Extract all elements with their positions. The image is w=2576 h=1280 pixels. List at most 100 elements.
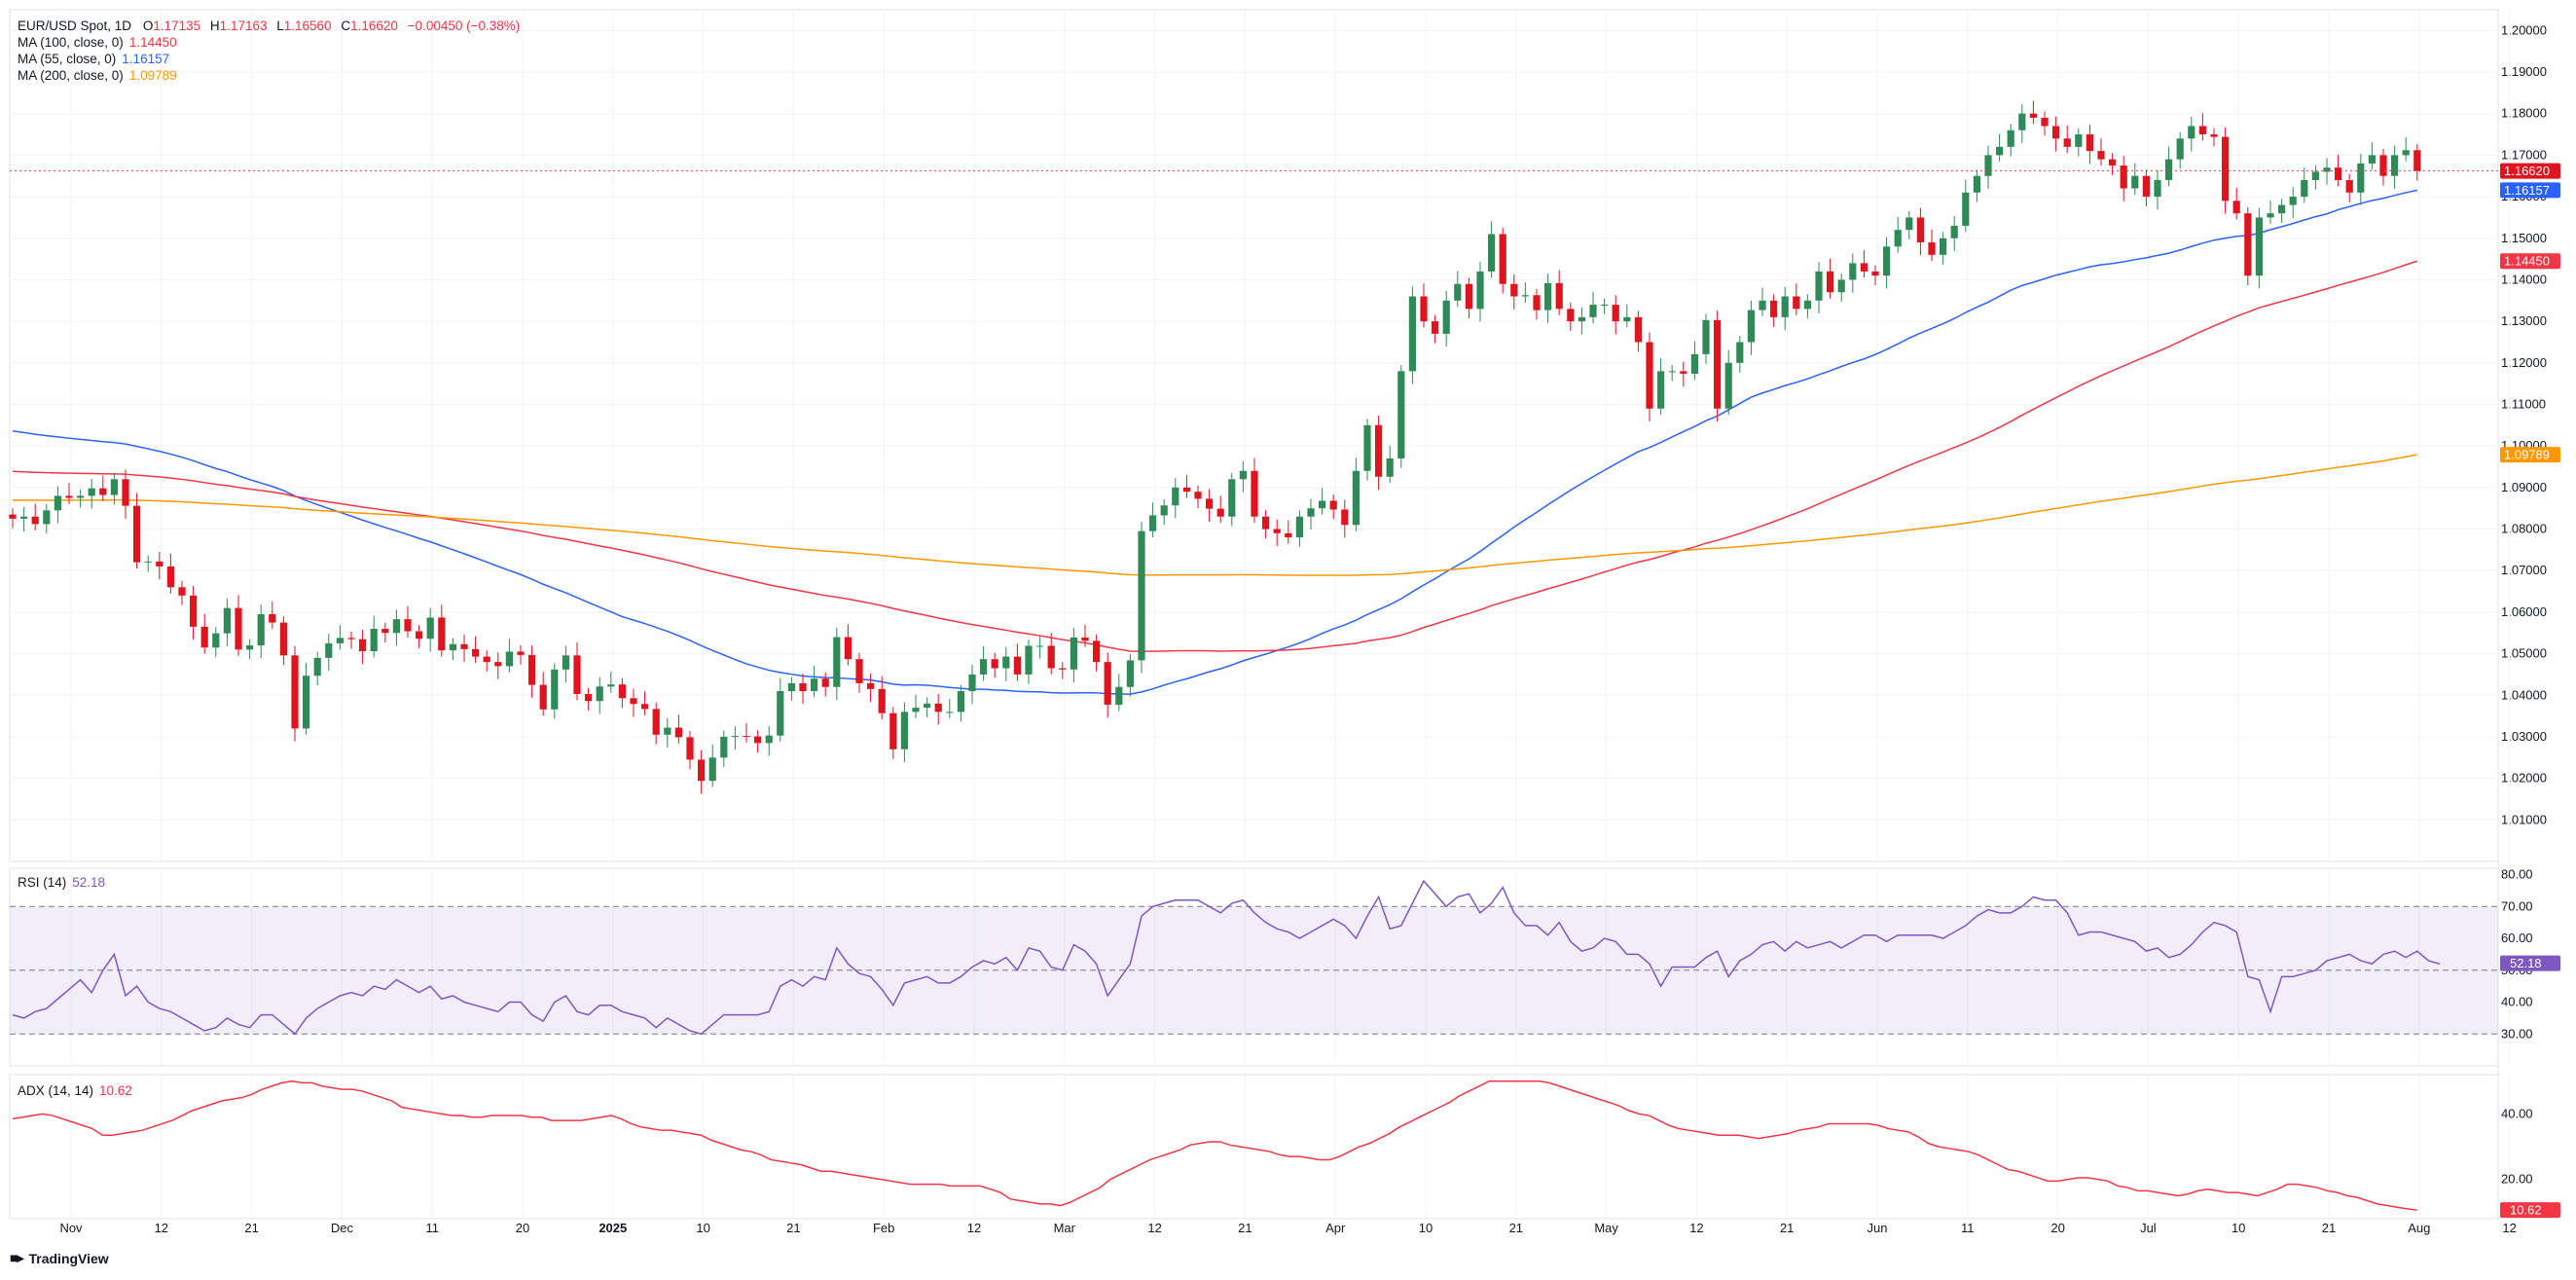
price-tick-label: 1.02000 [2501,771,2547,786]
candle-body [1623,316,1631,322]
candle-body [1578,316,1585,322]
candle [212,627,220,657]
candle [370,615,378,658]
candle-body [539,684,547,710]
low-key: L [276,18,284,33]
candle-body [505,651,513,667]
price-pane [9,9,2499,862]
candle-body [878,688,886,713]
candle [2255,207,2263,289]
candle [472,636,480,663]
candle-body [257,614,265,646]
candle-body [1454,283,1462,301]
candle [144,555,152,572]
price-tick-label: 1.14000 [2501,272,2547,286]
candle-body [1905,217,1913,231]
candle-body [1093,640,1101,663]
candle [1962,179,1970,233]
candle-body [347,638,355,640]
candle [1521,282,1529,303]
candle-body [1668,371,1676,373]
candle [754,730,762,753]
candle [1420,283,1428,328]
candle [1386,445,1394,484]
rsi-tag-bg [2500,955,2560,971]
candle [1206,489,1214,522]
candle-body [2052,126,2060,139]
candle-body [1036,645,1044,647]
candle [392,609,400,646]
candle-body [166,566,174,588]
candle-body [235,607,242,650]
candle [924,697,931,717]
open-key: O [142,18,154,33]
candle [652,702,660,745]
candle [1126,654,1134,697]
candle [190,586,198,640]
tradingview-logo[interactable]: ■▸ TradingView [10,1250,109,1266]
rsi-pane [9,867,2499,1067]
candle-body [528,654,536,685]
last-price-tag-bg [2500,163,2560,179]
candle-body [416,631,423,640]
candle-body [1432,321,1439,334]
candle-body [1803,300,1811,310]
rsi-tick-label: 30.00 [2501,1026,2533,1041]
candle-body [1928,242,1936,255]
x-tick-label: 21 [1238,1221,1252,1235]
price-tick-label: 1.05000 [2501,646,2547,661]
candle [968,665,976,705]
x-tick-label: 10 [1419,1221,1433,1235]
candle [426,607,434,652]
x-tick-label: 12 [2502,1221,2516,1235]
candle-body [460,643,468,649]
rsi-label: RSI (14) [18,875,67,890]
candle [279,616,287,666]
candle [1690,341,1698,381]
candle [991,652,998,678]
candle [1815,262,1823,314]
candle-body [303,676,310,729]
candle-body [1714,319,1722,409]
candle-body [1442,300,1450,334]
candle [844,624,852,666]
candle-body [325,642,333,658]
ma200-tag: 1.09789 [2504,448,2550,462]
candle [2120,156,2127,201]
candle [551,663,559,719]
candle-body [731,736,739,738]
candle-body [652,709,660,735]
candle-body [1962,192,1970,226]
high-key: H [209,18,220,33]
ma100-tag: 1.14450 [2504,254,2550,269]
candle [1432,314,1439,344]
candle-body [1397,371,1405,458]
candle-body [190,595,198,627]
candle-body [2086,134,2093,152]
candle [1465,277,1472,319]
candle-body [2267,213,2274,218]
candle [1488,221,1496,278]
candle-body [1827,271,1834,293]
candle-body [1950,225,1958,238]
candle [122,469,129,519]
candle [1533,288,1541,320]
adx-tag-bg [2500,1202,2560,1219]
x-tick-label: 21 [1509,1221,1523,1235]
candle-body [99,488,107,495]
ma200-legend: MA (200, close, 0) 1.09789 [18,67,177,84]
candle-body [1047,645,1055,669]
candle-body [743,736,750,738]
candle [505,639,513,673]
candle [562,645,569,683]
candle-body [426,617,434,640]
candle-body [336,638,344,643]
x-tick-label: 11 [1961,1221,1975,1235]
candle [1567,302,1575,331]
candle-body [1329,500,1337,510]
candle-body [664,727,671,735]
candle-body [698,759,706,782]
rsi-legend: RSI (14) 52.18 [18,874,105,891]
candle [698,750,706,794]
